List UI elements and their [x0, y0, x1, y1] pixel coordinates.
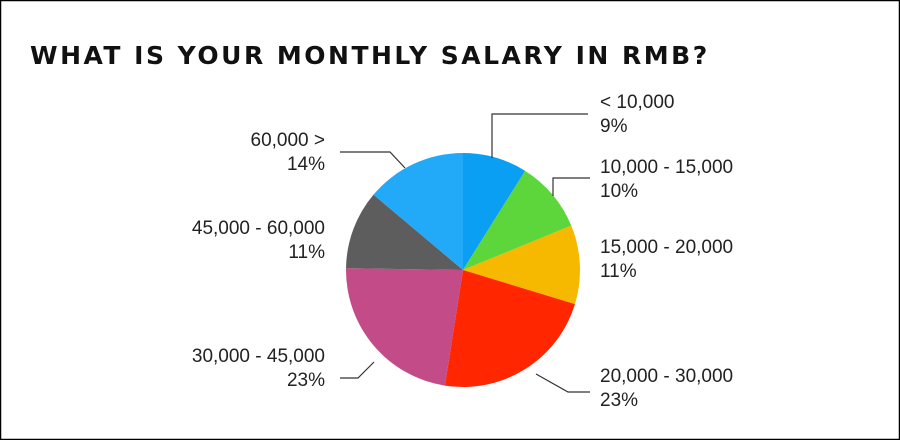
- slice-label: < 10,000: [600, 92, 675, 113]
- pie-slice: [444, 270, 575, 387]
- pie-slice: [463, 170, 572, 270]
- value-label: 23%: [287, 370, 325, 391]
- value-label: 9%: [600, 116, 628, 137]
- slice-label: 45,000 - 60,000: [192, 218, 325, 239]
- value-label: 10%: [600, 181, 638, 202]
- pie-slice: [346, 194, 463, 270]
- leader-line: [340, 151, 406, 169]
- value-label: 23%: [600, 390, 638, 411]
- pie-slice: [373, 153, 463, 270]
- leader-line: [340, 361, 375, 379]
- slice-label: 60,000 >: [251, 130, 326, 151]
- leader-line: [535, 373, 590, 393]
- slice-label: 15,000 - 20,000: [600, 237, 733, 258]
- slice-label: 10,000 - 15,000: [600, 157, 733, 178]
- pie-slice: [463, 225, 581, 305]
- value-label: 14%: [287, 154, 325, 175]
- value-label: 11%: [600, 261, 637, 282]
- chart-title: WHAT IS YOUR MONTHLY SALARY IN RMB?: [30, 41, 710, 70]
- pie-slice: [346, 268, 463, 386]
- slice-label: 20,000 - 30,000: [600, 366, 733, 387]
- slice-label: 30,000 - 45,000: [192, 346, 325, 367]
- pie-slice: [463, 153, 526, 270]
- value-label: 11%: [288, 242, 325, 263]
- leader-line: [552, 177, 590, 196]
- leader-line: [491, 113, 588, 158]
